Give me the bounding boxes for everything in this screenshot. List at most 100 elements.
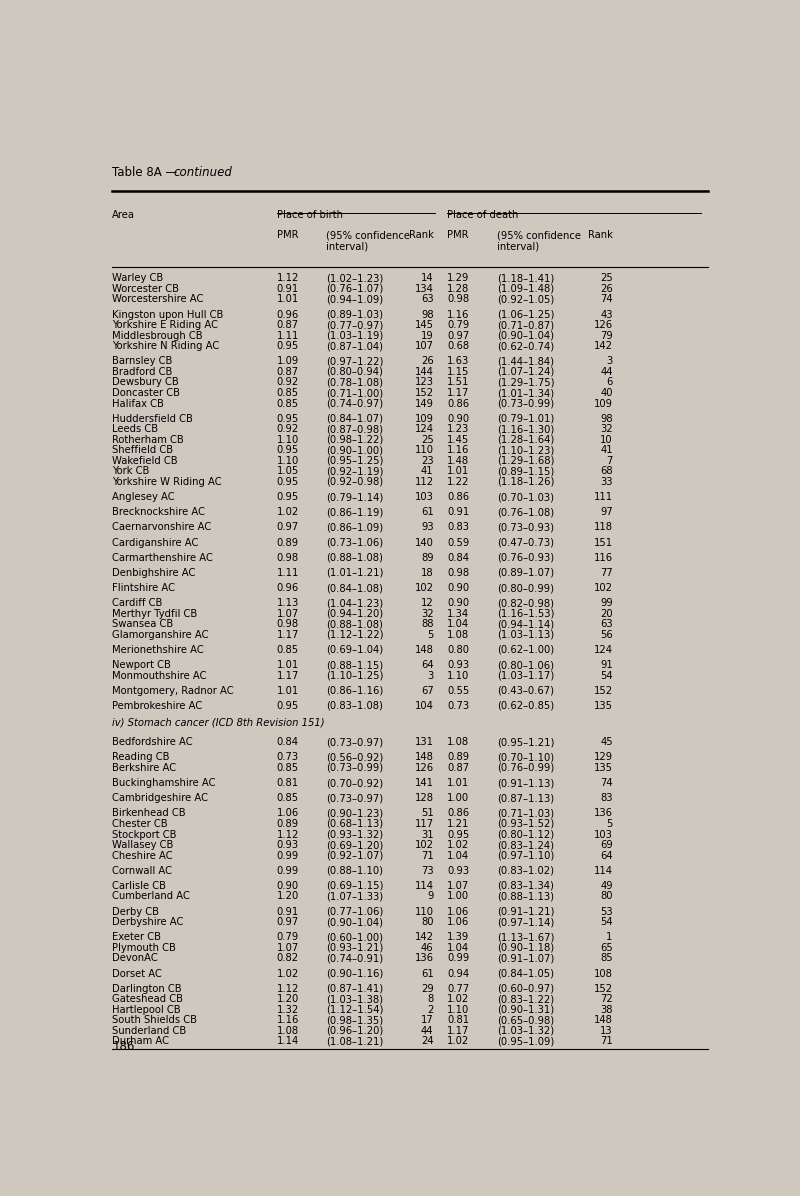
Text: (1.08–1.21): (1.08–1.21) — [326, 1037, 383, 1046]
Text: Denbighshire AC: Denbighshire AC — [112, 568, 196, 578]
Text: PMR: PMR — [447, 230, 469, 240]
Text: Durham AC: Durham AC — [112, 1037, 170, 1046]
Text: 49: 49 — [600, 881, 613, 891]
Text: Merionethshire AC: Merionethshire AC — [112, 645, 204, 655]
Text: (0.70–1.03): (0.70–1.03) — [497, 492, 554, 502]
Text: (1.03–1.32): (1.03–1.32) — [497, 1026, 554, 1036]
Text: 0.95: 0.95 — [277, 492, 299, 502]
Text: Cumberland AC: Cumberland AC — [112, 891, 190, 902]
Text: 118: 118 — [594, 523, 613, 532]
Text: 149: 149 — [414, 398, 434, 409]
Text: (0.60–1.00): (0.60–1.00) — [326, 933, 383, 942]
Text: (0.92–1.07): (0.92–1.07) — [326, 850, 383, 861]
Text: 14: 14 — [421, 274, 434, 283]
Text: (0.76–0.93): (0.76–0.93) — [497, 553, 554, 563]
Text: 0.86: 0.86 — [447, 492, 470, 502]
Text: 0.89: 0.89 — [277, 819, 299, 829]
Text: 110: 110 — [414, 445, 434, 456]
Text: 24: 24 — [421, 1037, 434, 1046]
Text: (1.04–1.23): (1.04–1.23) — [326, 598, 383, 609]
Text: Caernarvonshire AC: Caernarvonshire AC — [112, 523, 212, 532]
Text: 13: 13 — [600, 1026, 613, 1036]
Text: 67: 67 — [421, 685, 434, 696]
Text: 51: 51 — [421, 808, 434, 818]
Text: (0.93–1.32): (0.93–1.32) — [326, 830, 383, 840]
Text: 0.85: 0.85 — [277, 398, 299, 409]
Text: 12: 12 — [421, 598, 434, 609]
Text: 25: 25 — [421, 435, 434, 445]
Text: Sunderland CB: Sunderland CB — [112, 1026, 186, 1036]
Text: 144: 144 — [414, 367, 434, 377]
Text: 110: 110 — [414, 907, 434, 916]
Text: 17: 17 — [421, 1015, 434, 1025]
Text: Place of death: Place of death — [447, 209, 518, 220]
Text: Barnsley CB: Barnsley CB — [112, 356, 173, 366]
Text: (0.91–1.07): (0.91–1.07) — [497, 953, 554, 963]
Text: Yorkshire W Riding AC: Yorkshire W Riding AC — [112, 477, 222, 487]
Text: (0.98–1.22): (0.98–1.22) — [326, 435, 383, 445]
Text: (1.29–1.68): (1.29–1.68) — [497, 456, 554, 466]
Text: 1.10: 1.10 — [277, 456, 299, 466]
Text: Sheffield CB: Sheffield CB — [112, 445, 174, 456]
Text: 73: 73 — [421, 866, 434, 875]
Text: 102: 102 — [414, 582, 434, 593]
Text: 1.04: 1.04 — [447, 942, 470, 953]
Text: 1.13: 1.13 — [277, 598, 299, 609]
Text: PMR: PMR — [277, 230, 298, 240]
Text: (0.47–0.73): (0.47–0.73) — [497, 537, 554, 548]
Text: Hartlepool CB: Hartlepool CB — [112, 1005, 181, 1014]
Text: 1.01: 1.01 — [277, 294, 299, 305]
Text: 151: 151 — [594, 537, 613, 548]
Text: 117: 117 — [414, 819, 434, 829]
Text: (1.03–1.13): (1.03–1.13) — [497, 630, 554, 640]
Text: Anglesey AC: Anglesey AC — [112, 492, 175, 502]
Text: 83: 83 — [600, 793, 613, 804]
Text: (0.95–1.21): (0.95–1.21) — [497, 737, 554, 748]
Text: 29: 29 — [421, 983, 434, 994]
Text: 0.77: 0.77 — [447, 983, 470, 994]
Text: (0.88–1.08): (0.88–1.08) — [326, 620, 383, 629]
Text: Worcestershire AC: Worcestershire AC — [112, 294, 204, 305]
Text: (0.73–0.97): (0.73–0.97) — [326, 737, 383, 748]
Text: (0.98–1.35): (0.98–1.35) — [326, 1015, 383, 1025]
Text: (0.71–1.03): (0.71–1.03) — [497, 808, 554, 818]
Text: (0.87–1.04): (0.87–1.04) — [326, 341, 383, 352]
Text: (0.77–1.06): (0.77–1.06) — [326, 907, 383, 916]
Text: Plymouth CB: Plymouth CB — [112, 942, 176, 953]
Text: 135: 135 — [594, 763, 613, 773]
Text: Doncaster CB: Doncaster CB — [112, 388, 181, 398]
Text: 1.10: 1.10 — [447, 671, 470, 681]
Text: (0.77–0.97): (0.77–0.97) — [326, 321, 383, 330]
Text: 0.86: 0.86 — [447, 398, 470, 409]
Text: 0.83: 0.83 — [447, 523, 469, 532]
Text: 0.81: 0.81 — [447, 1015, 470, 1025]
Text: Gateshead CB: Gateshead CB — [112, 994, 183, 1005]
Text: 1.02: 1.02 — [447, 1037, 470, 1046]
Text: 136: 136 — [414, 953, 434, 963]
Text: 0.79: 0.79 — [277, 933, 299, 942]
Text: Kingston upon Hull CB: Kingston upon Hull CB — [112, 310, 224, 319]
Text: 44: 44 — [421, 1026, 434, 1036]
Text: 0.68: 0.68 — [447, 341, 470, 352]
Text: 0.73: 0.73 — [277, 752, 299, 762]
Text: 0.97: 0.97 — [447, 331, 470, 341]
Text: 102: 102 — [594, 582, 613, 593]
Text: 45: 45 — [600, 737, 613, 748]
Text: Monmouthshire AC: Monmouthshire AC — [112, 671, 207, 681]
Text: Worcester CB: Worcester CB — [112, 283, 179, 294]
Text: Cornwall AC: Cornwall AC — [112, 866, 173, 875]
Text: 0.95: 0.95 — [447, 830, 470, 840]
Text: 72: 72 — [600, 994, 613, 1005]
Text: (0.90–1.04): (0.90–1.04) — [326, 917, 383, 927]
Text: (0.91–1.21): (0.91–1.21) — [497, 907, 554, 916]
Text: 0.98: 0.98 — [447, 568, 470, 578]
Text: 98: 98 — [421, 310, 434, 319]
Text: 112: 112 — [414, 477, 434, 487]
Text: 109: 109 — [414, 414, 434, 423]
Text: (0.80–0.94): (0.80–0.94) — [326, 367, 383, 377]
Text: 69: 69 — [600, 840, 613, 850]
Text: 9: 9 — [427, 891, 434, 902]
Text: (0.89–1.03): (0.89–1.03) — [326, 310, 383, 319]
Text: 145: 145 — [414, 321, 434, 330]
Text: Flintshire AC: Flintshire AC — [112, 582, 175, 593]
